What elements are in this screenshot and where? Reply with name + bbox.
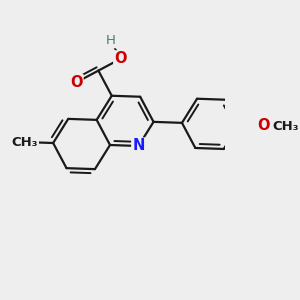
Text: O: O xyxy=(114,51,127,66)
Text: H: H xyxy=(106,34,116,47)
Text: CH₃: CH₃ xyxy=(272,120,299,133)
Text: N: N xyxy=(132,139,145,154)
Text: O: O xyxy=(257,118,269,133)
Text: CH₃: CH₃ xyxy=(11,136,38,148)
Text: O: O xyxy=(70,75,83,90)
